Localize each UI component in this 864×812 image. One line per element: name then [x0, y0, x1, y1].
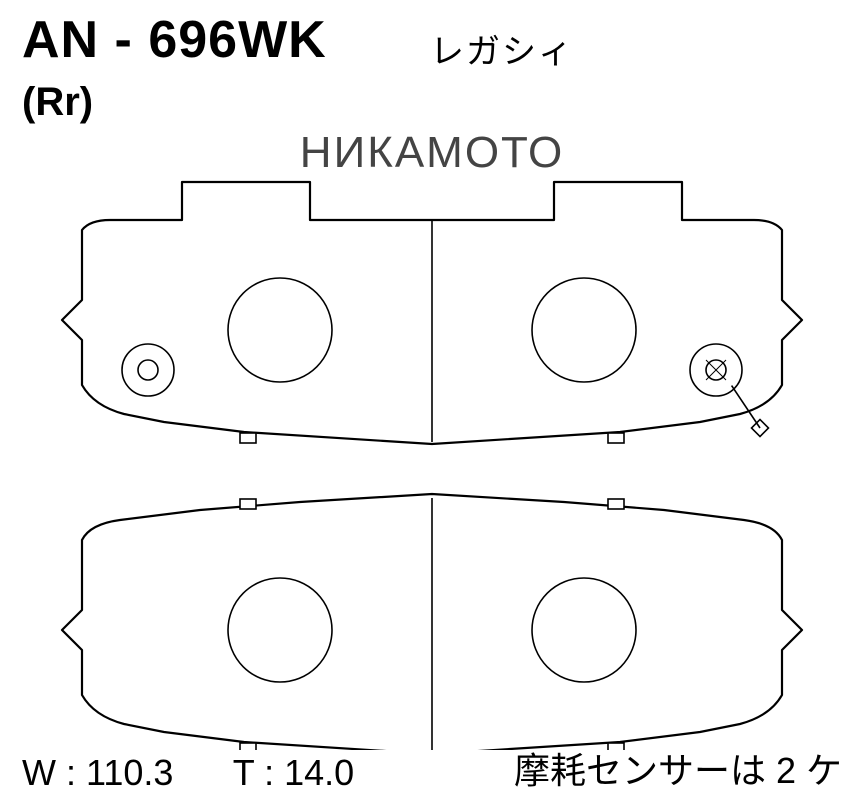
brake-pad-top-diagram — [0, 170, 864, 460]
position-label: (Rr) — [22, 80, 93, 125]
brake-pad-bottom-diagram — [0, 480, 864, 750]
thickness-value: T : 14.0 — [233, 752, 354, 793]
width-value: W : 110.3 — [22, 752, 173, 793]
vehicle-name: レガシィ — [430, 24, 574, 73]
dimensions-label: W : 110.3 T : 14.0 — [22, 752, 354, 794]
sensor-note: 摩耗センサーは 2 ケ — [514, 742, 842, 794]
part-number: AN - 696WK — [22, 10, 327, 70]
